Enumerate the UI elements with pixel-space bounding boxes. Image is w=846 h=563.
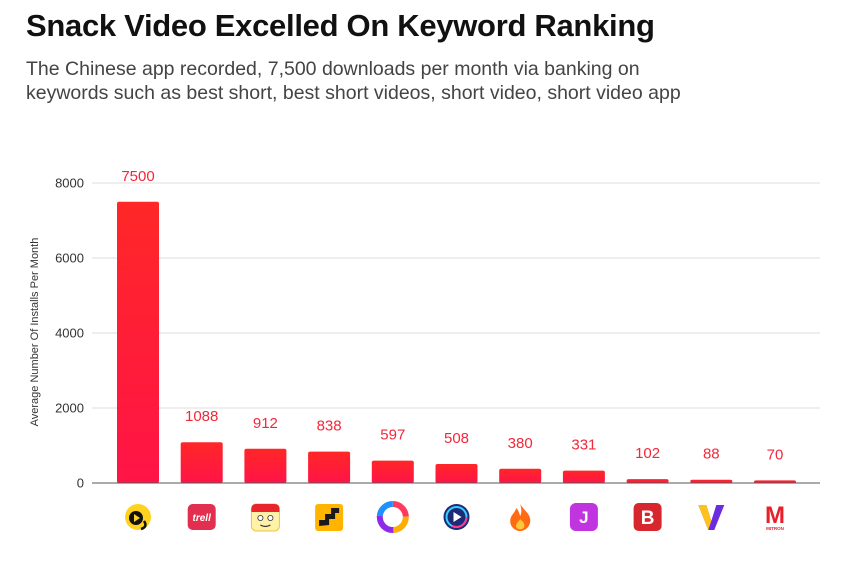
data-label: 70 [767, 446, 784, 463]
bar-j-app [562, 470, 605, 483]
bar-ring-app [371, 460, 414, 483]
m-icon-text: M [765, 502, 785, 529]
bar-flame-app [499, 468, 542, 483]
data-label: 102 [635, 445, 660, 462]
bar-snack-video [117, 201, 159, 483]
m-icon-subtext: MITRON [766, 526, 784, 531]
j-app-icon: J [569, 503, 598, 531]
y-tick-label: 0 [77, 476, 84, 491]
data-label: 7500 [121, 168, 154, 185]
play-app-icon [443, 504, 470, 530]
data-label: 1088 [185, 408, 218, 425]
data-label: 597 [380, 427, 405, 444]
chart-title: Snack Video Excelled On Keyword Ranking [26, 8, 655, 43]
v-app-icon [698, 505, 725, 530]
stairs-app-icon [315, 504, 344, 531]
y-tick-label: 6000 [55, 251, 84, 266]
data-label: 88 [703, 446, 720, 463]
data-label: 331 [571, 437, 596, 454]
data-label: 912 [253, 415, 278, 432]
y-axis-ticks: 0 2000 4000 6000 8000 [55, 176, 84, 491]
data-label: 380 [508, 435, 533, 452]
face-app-icon [250, 503, 280, 532]
trell-icon: trell [187, 504, 216, 530]
b-icon-text: B [641, 508, 655, 529]
bar-stairs-app [308, 451, 351, 483]
flame-app-icon [510, 504, 531, 531]
y-tick-label: 8000 [55, 176, 84, 191]
data-label: 508 [444, 430, 469, 447]
bar-trell [180, 442, 223, 483]
ring-app-icon [376, 501, 409, 533]
app-icons: trell [125, 501, 785, 533]
gridlines [92, 182, 820, 409]
bar-play-app [435, 463, 478, 483]
chart-subtitle: The Chinese app recorded, 7,500 download… [26, 57, 826, 105]
bar-face-app [244, 448, 287, 483]
bar-v-app [690, 479, 733, 483]
y-tick-label: 4000 [55, 326, 84, 341]
subtitle-line-2: keywords such as best short, best short … [26, 82, 681, 104]
data-label: 838 [317, 418, 342, 435]
b-app-icon: B [633, 503, 662, 531]
j-icon-text: J [579, 508, 588, 527]
y-tick-label: 2000 [55, 401, 84, 416]
m-app-icon: M MITRON [765, 502, 785, 531]
bars [117, 201, 796, 483]
bar-b-app [626, 479, 669, 483]
bar-m-app [754, 480, 796, 483]
snack-video-icon [125, 504, 151, 531]
trell-icon-text: trell [193, 513, 212, 524]
y-axis-title: Average Number Of Installs Per Month [29, 238, 41, 427]
data-labels: 7500 1088 912 838 597 508 380 331 102 88 70 [121, 168, 783, 464]
subtitle-line-1: The Chinese app recorded, 7,500 download… [26, 58, 640, 80]
